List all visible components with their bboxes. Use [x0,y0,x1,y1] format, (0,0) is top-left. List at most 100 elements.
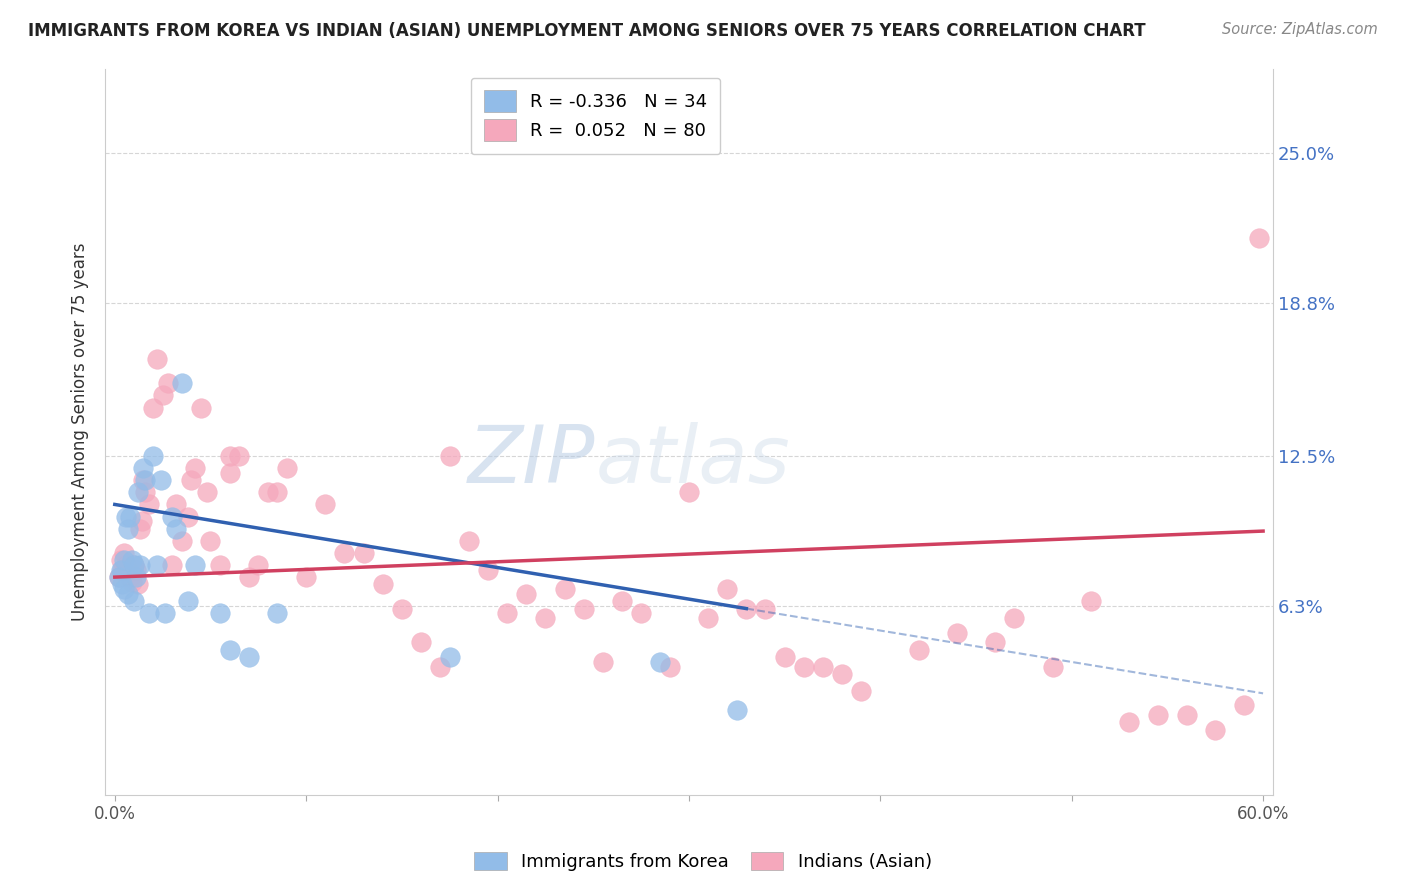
Point [165,498,187,512]
Point [134,485,156,500]
Point [184,558,207,572]
Point [1042,659,1064,673]
Point [112,546,135,560]
Point [439,650,461,665]
Point [125,563,148,577]
Point [496,607,519,621]
Point [391,601,413,615]
Point [630,607,652,621]
Point [122,594,145,608]
Point [165,522,187,536]
Point [1146,708,1168,723]
Point [831,667,853,681]
Point [678,485,700,500]
Point [907,642,929,657]
Point [127,485,149,500]
Point [946,625,969,640]
Point [117,522,139,536]
Legend: Immigrants from Korea, Indians (Asian): Immigrants from Korea, Indians (Asian) [467,845,939,879]
Text: ZIP: ZIP [468,422,596,500]
Point [572,601,595,615]
Point [592,655,614,669]
Point [1118,715,1140,730]
Point [149,473,172,487]
Point [132,461,155,475]
Point [121,553,143,567]
Point [132,473,155,487]
Point [515,587,537,601]
Point [257,485,280,500]
Point [184,461,207,475]
Point [120,570,142,584]
Point [153,607,176,621]
Point [754,601,776,615]
Point [120,509,142,524]
Point [170,533,193,548]
Point [1002,611,1025,625]
Point [725,703,748,717]
Point [152,388,174,402]
Point [157,376,180,391]
Point [353,546,375,560]
Point [238,570,260,584]
Point [735,601,758,615]
Y-axis label: Unemployment Among Seniors over 75 years: Unemployment Among Seniors over 75 years [72,243,89,621]
Point [115,509,138,524]
Point [276,461,298,475]
Point [176,594,198,608]
Point [314,498,336,512]
Text: IMMIGRANTS FROM KOREA VS INDIAN (ASIAN) UNEMPLOYMENT AMONG SENIORS OVER 75 YEARS: IMMIGRANTS FROM KOREA VS INDIAN (ASIAN) … [28,22,1146,40]
Point [176,509,198,524]
Point [117,563,139,577]
Point [697,611,720,625]
Point [110,563,132,577]
Point [371,577,394,591]
Point [107,570,129,584]
Point [111,563,134,577]
Point [266,485,288,500]
Point [650,655,672,669]
Point [142,401,165,415]
Point [209,607,232,621]
Point [138,607,160,621]
Point [409,635,432,649]
Point [107,570,129,584]
Point [195,485,218,500]
Point [160,509,183,524]
Point [457,533,479,548]
Point [228,449,250,463]
Point [811,659,834,673]
Point [439,449,461,463]
Point [131,515,153,529]
Point [716,582,738,597]
Point [247,558,270,572]
Point [1233,698,1256,713]
Point [1175,708,1198,723]
Point [125,570,148,584]
Point [773,650,796,665]
Point [658,659,681,673]
Point [218,449,240,463]
Point [112,582,135,597]
Point [146,558,169,572]
Point [138,498,160,512]
Point [190,401,212,415]
Point [333,546,356,560]
Point [429,659,451,673]
Point [1204,723,1226,737]
Point [209,558,232,572]
Point [851,684,873,698]
Point [610,594,633,608]
Point [128,522,150,536]
Point [111,577,134,591]
Point [122,558,145,572]
Legend: R = -0.336   N = 34, R =  0.052   N = 80: R = -0.336 N = 34, R = 0.052 N = 80 [471,78,720,154]
Point [121,574,143,589]
Point [134,473,156,487]
Point [218,642,240,657]
Point [1080,594,1102,608]
Point [115,558,138,572]
Point [477,563,499,577]
Point [127,577,149,591]
Point [554,582,576,597]
